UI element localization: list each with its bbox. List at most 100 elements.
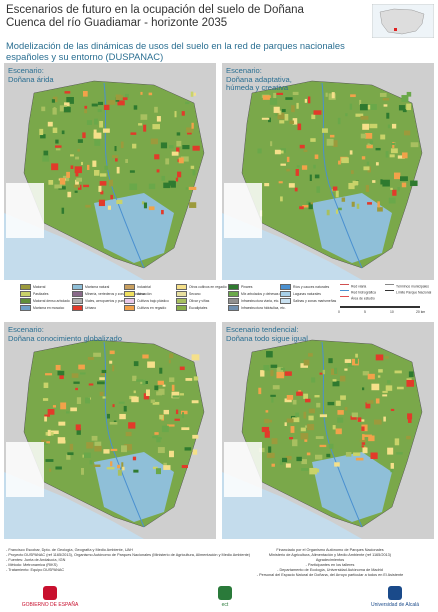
legend: Matorral Pastizales Matorral denso arbolad…	[20, 284, 431, 318]
land-use-patch	[351, 412, 358, 418]
land-use-patch	[110, 194, 114, 200]
land-use-patch	[42, 398, 49, 401]
land-use-patch	[100, 173, 107, 177]
legend-swatch	[228, 291, 239, 297]
land-use-patch	[273, 92, 277, 99]
river	[321, 82, 363, 269]
land-use-patch	[362, 123, 370, 130]
land-use-patch	[156, 436, 161, 443]
land-use-patch	[361, 442, 366, 445]
land-use-patch	[83, 184, 90, 188]
land-use-patch	[175, 177, 179, 182]
logo-mark	[43, 586, 57, 600]
land-use-patch	[268, 117, 271, 123]
land-use-patch	[59, 374, 64, 380]
legend-label: Marisma en mosaico	[33, 305, 65, 310]
credit-line: - Método: Metronamica (RIKS)	[6, 563, 58, 567]
legend-swatch	[280, 291, 291, 297]
land-use-patch	[181, 465, 188, 469]
land-use-patch	[355, 357, 358, 364]
legend-line-swatch	[385, 284, 394, 289]
land-use-patch	[404, 130, 411, 136]
land-use-patch	[190, 91, 194, 97]
land-use-patch	[367, 143, 372, 146]
land-use-patch	[268, 419, 272, 423]
land-use-patch	[77, 139, 83, 143]
land-use-patch	[278, 110, 282, 115]
land-use-patch	[338, 160, 341, 165]
land-use-patch	[383, 416, 386, 422]
land-use-patch	[332, 425, 336, 430]
land-use-patch	[64, 102, 70, 107]
credit-line: - Tratamiento: Equipo DUSPANAC	[6, 568, 65, 572]
legend-item: Otros cultivos en regadío	[176, 284, 227, 290]
land-use-patch	[103, 449, 110, 454]
land-use-patch	[387, 447, 394, 455]
land-use-patch	[350, 415, 357, 420]
land-use-patch	[140, 91, 143, 95]
land-use-patch	[87, 356, 94, 360]
land-use-patch	[329, 134, 335, 138]
land-use-patch	[292, 399, 297, 405]
land-use-patch	[55, 145, 62, 148]
land-use-patch	[59, 105, 67, 112]
land-use-patch	[107, 205, 111, 210]
land-use-patch	[275, 113, 280, 117]
land-use-patch	[180, 410, 188, 415]
land-use-patch	[321, 128, 328, 133]
subtitle-line: españoles y su entorno (DUSPANAC)	[6, 51, 164, 62]
legend-label: Infraestructura viaria, etc.	[241, 298, 280, 303]
land-use-patch	[125, 431, 132, 437]
land-use-patch	[163, 465, 171, 470]
land-use-patch	[101, 369, 107, 374]
land-use-patch	[80, 161, 84, 166]
land-use-patch	[179, 393, 184, 396]
land-use-patch	[62, 175, 70, 182]
inset-map	[372, 4, 434, 38]
scale-label: 10	[390, 310, 394, 314]
land-use-patch	[344, 368, 348, 371]
land-use-patch	[86, 120, 93, 125]
land-use-patch	[284, 113, 289, 121]
land-use-patch	[364, 434, 372, 438]
legend-label: Salinas y zonas marismeñas	[293, 298, 337, 303]
land-use-patch	[284, 422, 287, 427]
legend-label: Pinares	[241, 284, 253, 289]
land-use-patch	[280, 148, 287, 153]
land-use-patch	[357, 417, 362, 422]
land-use-patch	[355, 353, 358, 360]
land-use-patch	[141, 201, 145, 205]
legend-line-swatch	[340, 284, 349, 289]
land-use-patch	[339, 375, 346, 382]
land-use-patch	[154, 154, 160, 160]
land-use-patch	[103, 104, 110, 111]
logo-text: ect	[221, 602, 229, 608]
land-use-patch	[108, 179, 113, 187]
legend-item: Viales, aeropuertos y puertos	[72, 298, 129, 304]
marsh	[312, 193, 392, 263]
map	[4, 80, 205, 280]
land-use-patch	[169, 353, 174, 359]
land-use-patch	[299, 144, 305, 149]
land-use-patch	[382, 390, 388, 393]
land-use-patch	[408, 371, 414, 378]
land-use-patch	[341, 157, 349, 164]
land-use-patch	[380, 179, 383, 185]
logo-text: GOBIERNO DE ESPAÑA	[21, 602, 79, 608]
land-use-patch	[378, 369, 383, 373]
land-use-patch	[397, 155, 405, 159]
land-use-patch	[385, 151, 389, 158]
land-use-patch	[271, 463, 275, 467]
land-use-patch	[61, 130, 65, 135]
land-use-patch	[81, 467, 84, 475]
logo: ect	[195, 586, 255, 608]
land-use-patch	[70, 165, 74, 169]
legend-item: Secano	[176, 291, 201, 297]
legend-item: Marisma natural	[72, 284, 109, 290]
land-use-patch	[70, 154, 74, 157]
legend-swatch	[228, 305, 239, 311]
land-use-patch	[74, 166, 82, 174]
land-use-patch	[313, 110, 322, 115]
land-use-patch	[359, 104, 368, 111]
